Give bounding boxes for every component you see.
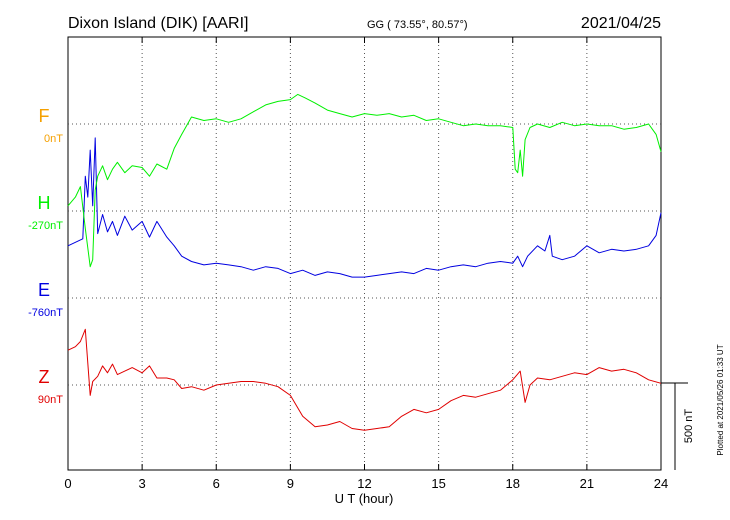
channel-baseline-f: 0nT bbox=[44, 133, 63, 145]
x-tick-label: 12 bbox=[357, 476, 371, 491]
scale-bar-label: 500 nT bbox=[683, 409, 695, 444]
channel-baseline-e: -760nT bbox=[28, 307, 63, 319]
series-line-e bbox=[67, 137, 662, 278]
x-tick-label: 24 bbox=[654, 476, 668, 491]
channel-baseline-h: -270nT bbox=[28, 220, 63, 232]
x-ticks: 0 3 6 9 12 15 18 21 24 bbox=[64, 37, 668, 491]
x-tick-label: 0 bbox=[64, 476, 71, 491]
series-line-z bbox=[67, 328, 662, 431]
channel-baseline-z: 90nT bbox=[38, 394, 63, 406]
scale-bar: 500 nT bbox=[661, 382, 695, 470]
grid-lines bbox=[68, 37, 661, 470]
channel-labels: F 0nT H -270nT E -760nT Z 90nT bbox=[28, 106, 63, 406]
channel-name-e: E bbox=[38, 280, 50, 300]
channel-name-f: F bbox=[39, 106, 50, 126]
x-tick-label: 6 bbox=[213, 476, 220, 491]
station-title: Dixon Island (DIK) [AARI] bbox=[68, 15, 249, 32]
channel-name-h: H bbox=[38, 193, 51, 213]
x-tick-label: 21 bbox=[580, 476, 594, 491]
series-group bbox=[67, 93, 662, 431]
x-tick-label: 9 bbox=[287, 476, 294, 491]
series-line-h bbox=[67, 93, 662, 268]
channel-name-z: Z bbox=[39, 367, 50, 387]
x-tick-label: 15 bbox=[431, 476, 445, 491]
plotted-timestamp: Plotted at 2021/05/26 01:33 UT bbox=[716, 344, 725, 455]
geo-coords: GG ( 73.55°, 80.57°) bbox=[367, 19, 468, 31]
plot-date: 2021/04/25 bbox=[581, 15, 661, 32]
x-axis-label: U T (hour) bbox=[335, 491, 394, 506]
x-tick-label: 3 bbox=[139, 476, 146, 491]
x-tick-label: 18 bbox=[506, 476, 520, 491]
